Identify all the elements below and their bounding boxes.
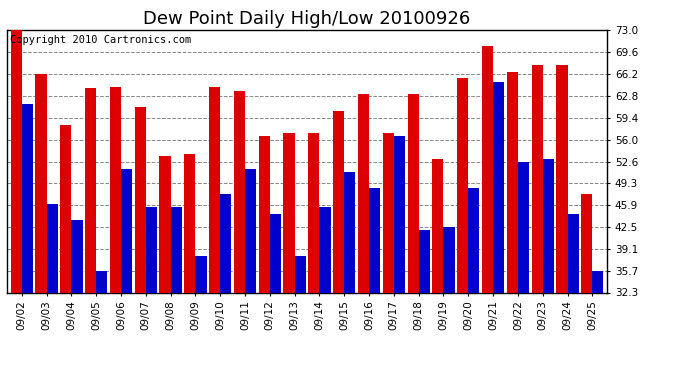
Bar: [567, 214, 579, 292]
Bar: [170, 207, 181, 292]
Bar: [518, 162, 529, 292]
Bar: [184, 154, 195, 292]
Bar: [96, 271, 108, 292]
Bar: [358, 94, 369, 292]
Bar: [135, 107, 146, 292]
Bar: [35, 74, 47, 292]
Bar: [344, 172, 355, 292]
Bar: [556, 66, 567, 292]
Bar: [319, 207, 331, 292]
Bar: [295, 256, 306, 292]
Bar: [419, 230, 430, 292]
Bar: [394, 136, 405, 292]
Bar: [270, 214, 281, 292]
Bar: [245, 169, 256, 292]
Bar: [284, 133, 295, 292]
Bar: [433, 159, 444, 292]
Bar: [308, 133, 319, 292]
Bar: [408, 94, 419, 292]
Bar: [110, 87, 121, 292]
Bar: [60, 126, 71, 292]
Bar: [493, 82, 504, 292]
Bar: [159, 156, 170, 292]
Bar: [506, 72, 518, 292]
Bar: [47, 204, 58, 292]
Text: Copyright 2010 Cartronics.com: Copyright 2010 Cartronics.com: [10, 35, 191, 45]
Bar: [581, 195, 592, 292]
Bar: [369, 188, 380, 292]
Bar: [333, 111, 344, 292]
Bar: [469, 188, 480, 292]
Bar: [85, 88, 96, 292]
Bar: [71, 220, 83, 292]
Bar: [482, 46, 493, 292]
Bar: [10, 30, 22, 292]
Bar: [220, 195, 231, 292]
Bar: [195, 256, 206, 292]
Bar: [209, 87, 220, 292]
Bar: [146, 207, 157, 292]
Bar: [531, 66, 543, 292]
Bar: [444, 227, 455, 292]
Bar: [457, 78, 469, 292]
Bar: [259, 136, 270, 292]
Bar: [543, 159, 554, 292]
Bar: [234, 91, 245, 292]
Bar: [121, 169, 132, 292]
Bar: [383, 133, 394, 292]
Bar: [592, 271, 604, 292]
Title: Dew Point Daily High/Low 20100926: Dew Point Daily High/Low 20100926: [144, 10, 471, 28]
Bar: [22, 104, 33, 292]
